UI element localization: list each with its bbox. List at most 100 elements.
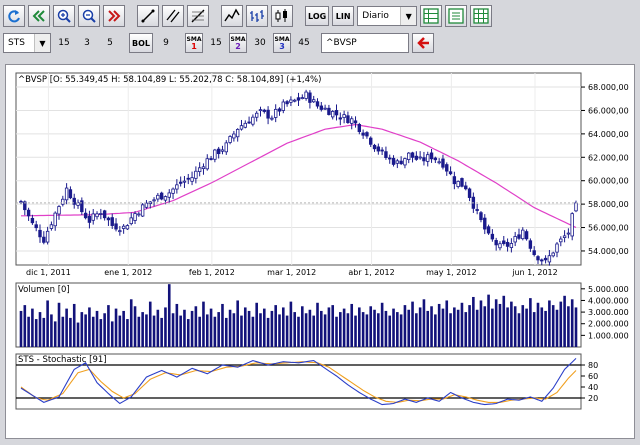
volume-bar <box>202 301 205 347</box>
sts-param-2[interactable]: 3 <box>84 38 90 48</box>
candle-body <box>407 152 411 160</box>
bollinger-button[interactable]: BOL <box>129 33 153 53</box>
volume-bar <box>262 308 266 347</box>
candle-chart-button[interactable] <box>271 5 293 27</box>
volume-bar <box>228 309 232 347</box>
sts-param-1[interactable]: 15 <box>58 38 70 48</box>
date-tick-label: mar 1, 2012 <box>267 268 316 277</box>
candle-body <box>194 170 198 179</box>
zoom-out-button[interactable] <box>78 5 100 27</box>
candle-body <box>528 240 533 249</box>
symbol-input[interactable]: ^BVSP <box>321 33 409 53</box>
date-tick-label: abr 1, 2012 <box>348 268 394 277</box>
grid-icon <box>423 8 439 24</box>
volume-bar <box>437 303 441 347</box>
back-button[interactable] <box>412 33 434 53</box>
zoom-in-button[interactable] <box>53 5 75 27</box>
candle-body <box>312 99 316 103</box>
volume-bar <box>567 306 570 347</box>
volume-bar <box>297 316 300 347</box>
date-tick-label: ene 1, 2012 <box>104 268 152 277</box>
volume-bar <box>472 296 475 347</box>
candle-body <box>460 178 464 187</box>
volume-bar <box>171 313 175 347</box>
candle-body <box>369 137 373 145</box>
sma-2-param[interactable]: 30 <box>254 38 266 48</box>
candle-body <box>498 243 502 249</box>
candle-body <box>182 180 187 183</box>
candle-body <box>254 112 259 118</box>
volume-bar <box>266 317 270 347</box>
line-chart-button[interactable] <box>221 5 243 27</box>
candle-body <box>197 167 202 172</box>
candle-body <box>562 235 567 238</box>
candle-body <box>452 176 457 185</box>
volume-bar <box>133 306 137 347</box>
candle-body <box>543 257 548 261</box>
scroll-left-button[interactable] <box>28 5 50 27</box>
chevron-down-icon[interactable]: ▼ <box>400 7 417 25</box>
candle-body <box>251 116 255 125</box>
refresh-button[interactable] <box>3 5 25 27</box>
volume-bar <box>354 315 357 347</box>
volume-bar <box>175 303 179 347</box>
candle-body <box>513 236 517 243</box>
sma-number: 2 <box>235 42 241 51</box>
line-tool-button[interactable] <box>137 5 159 27</box>
sma-3-param[interactable]: 45 <box>298 38 310 48</box>
volume-bar <box>487 294 490 347</box>
candle-body <box>524 231 529 240</box>
chart-canvas[interactable]: 54.000,00 56.000,00 58.000,00 60.000,00 62.0… <box>6 65 634 438</box>
volume-bar <box>221 303 224 347</box>
candle-body <box>64 187 69 201</box>
period-select[interactable]: Diario ▼ <box>357 6 418 26</box>
volume-bar <box>392 308 395 347</box>
volume-bar <box>445 300 449 347</box>
candle-body <box>205 158 209 170</box>
sma-3-button[interactable]: SMA 3 <box>273 33 291 53</box>
volume-header-label: Volumen [0] <box>18 285 70 295</box>
candle-body <box>258 109 263 112</box>
volume-bar <box>510 301 513 347</box>
volume-bar <box>270 310 274 347</box>
volume-bar <box>304 313 308 347</box>
sma-1-param[interactable]: 15 <box>210 38 222 48</box>
scroll-right-button[interactable] <box>103 5 125 27</box>
properties-button[interactable] <box>445 5 468 27</box>
volume-bar <box>418 307 422 347</box>
table-button[interactable] <box>470 5 493 27</box>
volume-bar <box>285 315 289 347</box>
volume-bar <box>95 310 99 347</box>
sma-2-button[interactable]: SMA 2 <box>229 33 247 53</box>
candle-body <box>300 97 305 100</box>
candle-body <box>19 201 23 203</box>
candle-body <box>350 118 354 124</box>
volume-bar <box>190 310 194 347</box>
candle-body <box>532 250 536 256</box>
candle-body <box>220 149 225 152</box>
candle-body <box>68 189 73 199</box>
linear-scale-button[interactable]: LIN <box>332 6 355 26</box>
channel-tool-button[interactable] <box>162 5 184 27</box>
chevron-down-icon[interactable]: ▼ <box>34 34 50 52</box>
fibonacci-tool-button[interactable] <box>187 5 209 27</box>
volume-bar <box>107 305 110 347</box>
candle-body <box>232 133 236 139</box>
candle-body <box>372 144 377 150</box>
bollinger-param[interactable]: 9 <box>163 38 169 48</box>
candle-body <box>357 124 362 133</box>
sts-param-3[interactable]: 5 <box>107 38 113 48</box>
ohlc-chart-button[interactable] <box>246 5 268 27</box>
indicator-select[interactable]: STS ▼ <box>3 33 51 53</box>
line-tool-icon <box>141 9 155 23</box>
volume-bar <box>141 312 144 347</box>
log-scale-button[interactable]: LOG <box>305 6 330 26</box>
candle-body <box>30 217 35 224</box>
candle-body <box>574 202 578 212</box>
grid-button[interactable] <box>420 5 443 27</box>
candle-body <box>467 188 472 198</box>
candle-body <box>555 243 559 253</box>
candle-body <box>133 213 137 221</box>
sma-1-button[interactable]: SMA 1 <box>185 33 203 53</box>
volume-bar <box>532 312 536 347</box>
